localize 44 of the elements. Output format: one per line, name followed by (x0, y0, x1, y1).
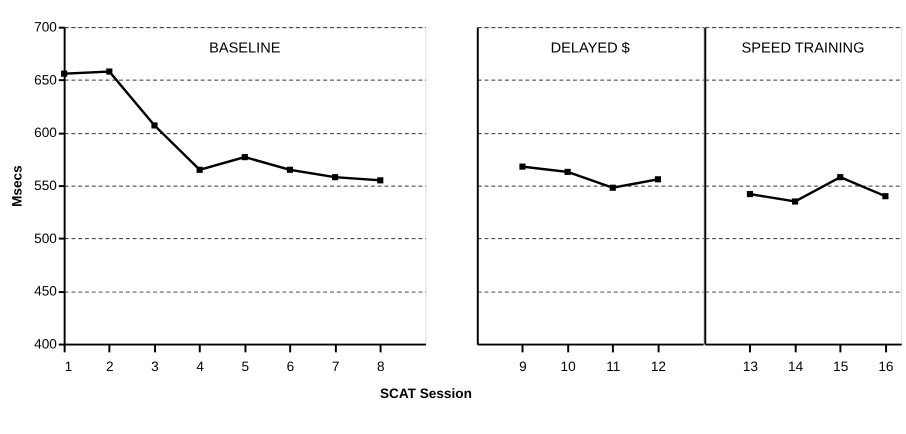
x-tick-label: 6 (286, 358, 294, 374)
point (792, 198, 798, 205)
point (106, 68, 112, 75)
text: SPEED TRAINING (742, 40, 864, 56)
point (654, 176, 662, 182)
x-tick-label: 1 (64, 358, 72, 374)
y-tick-label: 600 (34, 125, 58, 140)
x-tick-label: 4 (196, 358, 204, 374)
y-tick-label: 450 (34, 284, 58, 299)
point (564, 168, 571, 175)
point (242, 154, 248, 160)
point (332, 174, 338, 180)
point (746, 191, 754, 198)
x-tick-label: 5 (242, 358, 250, 374)
x-tick-label: 3 (151, 358, 159, 374)
y-tick-label: 650 (34, 72, 58, 88)
point (377, 177, 384, 184)
y-tick-label: 550 (34, 178, 58, 193)
point (519, 164, 526, 170)
point (151, 122, 158, 128)
x-tick-label: 7 (332, 358, 340, 374)
x-tick-label: 12 (650, 358, 666, 374)
x-tick-label: 8 (376, 358, 385, 374)
text: BASELINE (209, 40, 281, 56)
y-tick-label: 400 (34, 336, 58, 352)
y-tick-label: 700 (34, 20, 58, 35)
x-tick-label: 9 (519, 358, 527, 374)
x-tick-label: 15 (833, 358, 848, 374)
x-tick-label: 13 (742, 358, 758, 374)
point (610, 184, 616, 191)
y-tick-label: 500 (34, 230, 58, 246)
x-tick-label: 16 (878, 358, 894, 374)
x-tick-label: 14 (788, 358, 804, 374)
x-tick-label: 11 (606, 358, 620, 374)
point (286, 166, 294, 173)
point (61, 70, 68, 77)
point (882, 193, 888, 200)
x-tick-label: 2 (106, 358, 114, 374)
x-axis-title: SCAT Session (380, 386, 472, 402)
text: DELAYED $ (550, 40, 630, 56)
y-axis-title: Msecs (10, 165, 25, 207)
point (196, 166, 203, 173)
point (837, 174, 844, 180)
x-tick-label: 10 (560, 358, 576, 374)
